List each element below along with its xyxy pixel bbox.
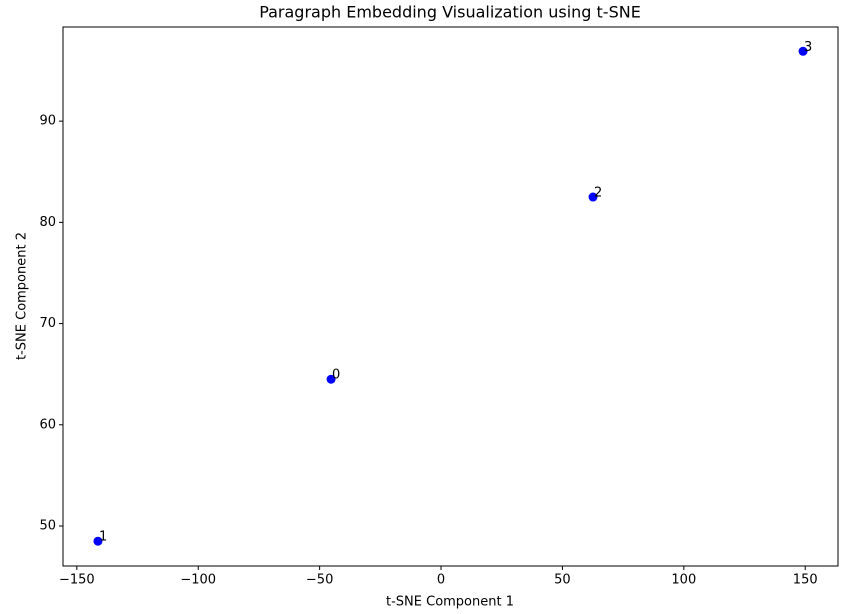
x-tick-label: 150 (793, 573, 818, 588)
point (93, 536, 103, 546)
point-label: 0 (332, 368, 340, 383)
y-tick-label: 90 (39, 114, 56, 129)
y-tick-label: 70 (39, 316, 56, 331)
y-tick-label: 80 (39, 215, 56, 230)
x-tick-label: −100 (180, 573, 216, 588)
x-axis-label: t-SNE Component 1 (386, 595, 514, 610)
point-label: 1 (99, 530, 107, 545)
x-tick-label: 50 (554, 573, 571, 588)
y-tick-label: 50 (39, 519, 56, 534)
y-tick-label: 60 (39, 417, 56, 432)
point-label: 2 (594, 186, 602, 201)
x-tick-label: 0 (437, 573, 445, 588)
point (798, 46, 808, 56)
chart-title: Paragraph Embedding Visualization using … (259, 3, 641, 22)
x-tick-label: −50 (306, 573, 333, 588)
plot-frame (62, 26, 839, 567)
x-tick-label: 100 (671, 573, 696, 588)
point-label: 3 (804, 40, 812, 55)
y-axis-label: t-SNE Component 2 (15, 232, 30, 360)
point (588, 192, 598, 202)
point (326, 374, 336, 384)
x-tick-label: −150 (59, 573, 95, 588)
